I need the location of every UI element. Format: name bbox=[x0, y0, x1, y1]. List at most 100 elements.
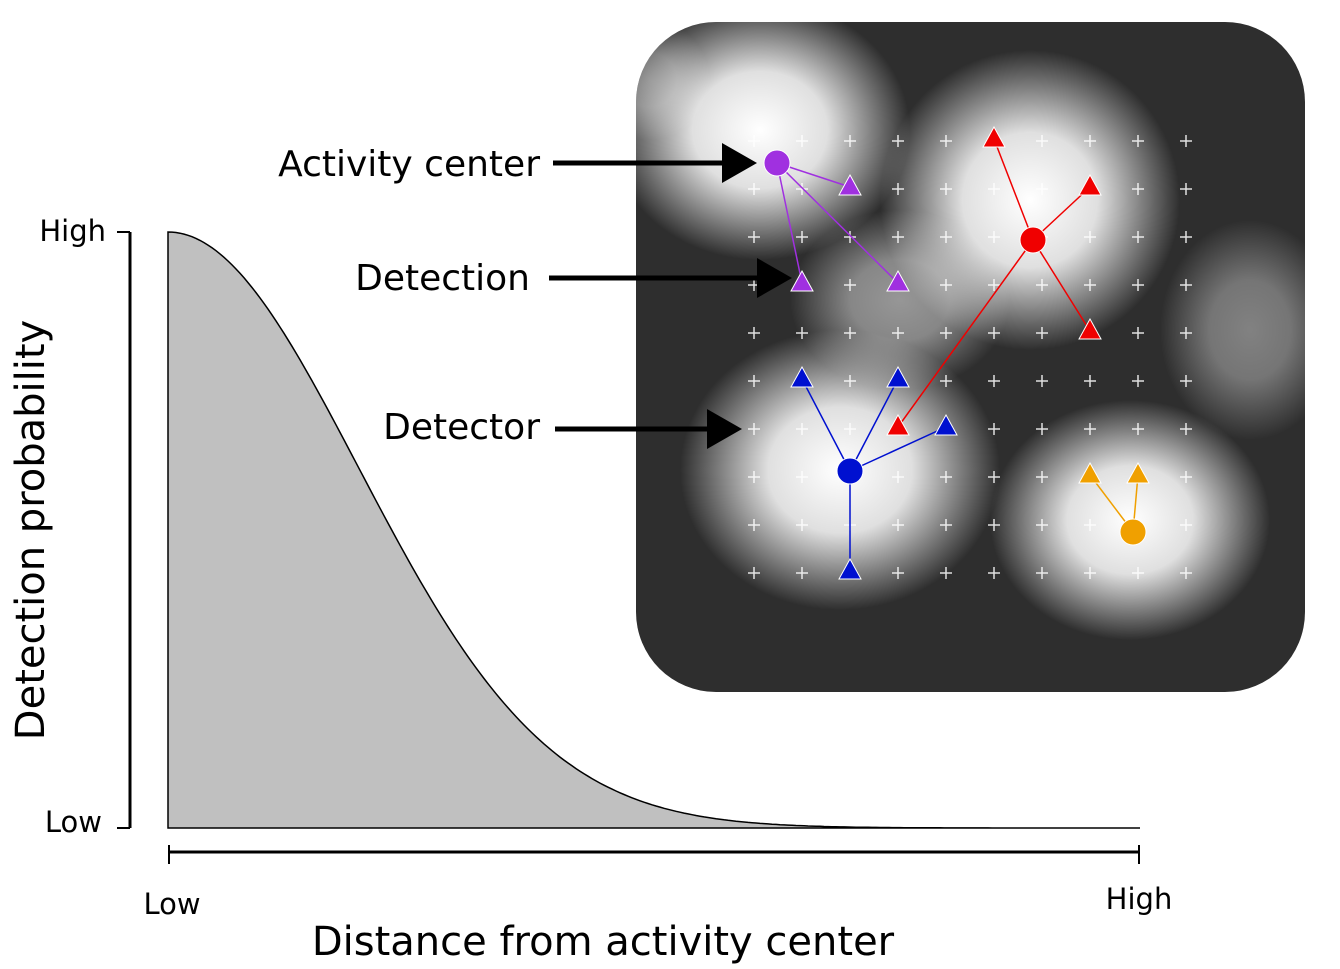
detector bbox=[844, 135, 856, 147]
annotation: Detector bbox=[383, 407, 540, 448]
detector bbox=[1132, 567, 1144, 579]
detector bbox=[1180, 231, 1192, 243]
activity-center bbox=[1019, 226, 1047, 254]
detection bbox=[790, 269, 814, 292]
detector bbox=[1084, 135, 1096, 147]
detector bbox=[892, 567, 904, 579]
detector bbox=[988, 279, 1000, 291]
detector bbox=[1036, 375, 1048, 387]
detector bbox=[796, 327, 808, 339]
detector bbox=[1132, 231, 1144, 243]
detection bbox=[838, 557, 862, 580]
detector bbox=[892, 135, 904, 147]
detection-link bbox=[849, 378, 899, 472]
detector bbox=[1132, 279, 1144, 291]
detector bbox=[1084, 375, 1096, 387]
detection bbox=[790, 365, 814, 388]
detector bbox=[1180, 567, 1192, 579]
detector bbox=[844, 375, 856, 387]
detector bbox=[1180, 135, 1192, 147]
detector bbox=[844, 423, 856, 435]
detector bbox=[940, 519, 952, 531]
annotation: Activity center bbox=[278, 144, 540, 185]
detector bbox=[748, 567, 760, 579]
detector bbox=[1180, 183, 1192, 195]
detector bbox=[892, 471, 904, 483]
detector bbox=[1180, 375, 1192, 387]
detector bbox=[1036, 519, 1048, 531]
x-high-label: High bbox=[1106, 882, 1173, 916]
detection bbox=[838, 173, 862, 196]
detector bbox=[844, 231, 856, 243]
detector bbox=[1132, 327, 1144, 339]
detection bbox=[1078, 461, 1102, 484]
annotation: Detection bbox=[355, 258, 530, 299]
detector bbox=[940, 375, 952, 387]
detector bbox=[940, 279, 952, 291]
detector bbox=[988, 231, 1000, 243]
detector bbox=[1132, 183, 1144, 195]
detector bbox=[1036, 471, 1048, 483]
detector bbox=[796, 567, 808, 579]
detections bbox=[763, 125, 1150, 580]
detector bbox=[1084, 279, 1096, 291]
detector bbox=[796, 231, 808, 243]
detector bbox=[1036, 183, 1048, 195]
density-blob bbox=[1160, 220, 1305, 440]
detector bbox=[1132, 375, 1144, 387]
detector bbox=[1084, 231, 1096, 243]
detector bbox=[1132, 423, 1144, 435]
detector bbox=[1180, 327, 1192, 339]
detector bbox=[892, 327, 904, 339]
detector bbox=[748, 519, 760, 531]
y-axis-title: Detection probability bbox=[8, 320, 54, 740]
detector bbox=[940, 327, 952, 339]
detection-link bbox=[993, 138, 1034, 241]
detector bbox=[796, 519, 808, 531]
detector bbox=[940, 135, 952, 147]
detector bbox=[1036, 279, 1048, 291]
x-axis-title: Distance from activity center bbox=[312, 919, 895, 965]
density-blob bbox=[790, 210, 1010, 390]
detector bbox=[796, 423, 808, 435]
detection-link bbox=[776, 162, 803, 284]
detector bbox=[988, 423, 1000, 435]
y-low-label: Low bbox=[45, 805, 102, 839]
activity-center bbox=[836, 457, 864, 485]
detector bbox=[1036, 567, 1048, 579]
detector bbox=[1036, 327, 1048, 339]
detector bbox=[1036, 423, 1048, 435]
detector bbox=[940, 183, 952, 195]
detector bbox=[988, 183, 1000, 195]
detector bbox=[1036, 135, 1048, 147]
detector bbox=[748, 327, 760, 339]
detector bbox=[844, 279, 856, 291]
x-low-label: Low bbox=[143, 887, 200, 921]
detector bbox=[796, 183, 808, 195]
detector bbox=[988, 327, 1000, 339]
detection bbox=[886, 269, 910, 292]
detection-link bbox=[801, 378, 851, 472]
detection-link bbox=[849, 426, 947, 472]
detection-link bbox=[776, 162, 899, 284]
y-high-label: High bbox=[39, 214, 106, 248]
detector bbox=[1084, 567, 1096, 579]
detection bbox=[1126, 461, 1150, 484]
detector bbox=[988, 375, 1000, 387]
detection-link bbox=[1032, 239, 1091, 332]
detector bbox=[988, 471, 1000, 483]
detector bbox=[1180, 519, 1192, 531]
detection bbox=[886, 413, 910, 436]
detector bbox=[748, 471, 760, 483]
detector bbox=[748, 183, 760, 195]
detector bbox=[1180, 471, 1192, 483]
detector bbox=[940, 471, 952, 483]
detection bbox=[934, 413, 958, 436]
activity-center bbox=[1119, 518, 1147, 546]
detector bbox=[748, 375, 760, 387]
activity-center bbox=[763, 149, 791, 177]
detection-curve bbox=[167, 231, 1140, 829]
detector bbox=[940, 567, 952, 579]
detector bbox=[1180, 279, 1192, 291]
